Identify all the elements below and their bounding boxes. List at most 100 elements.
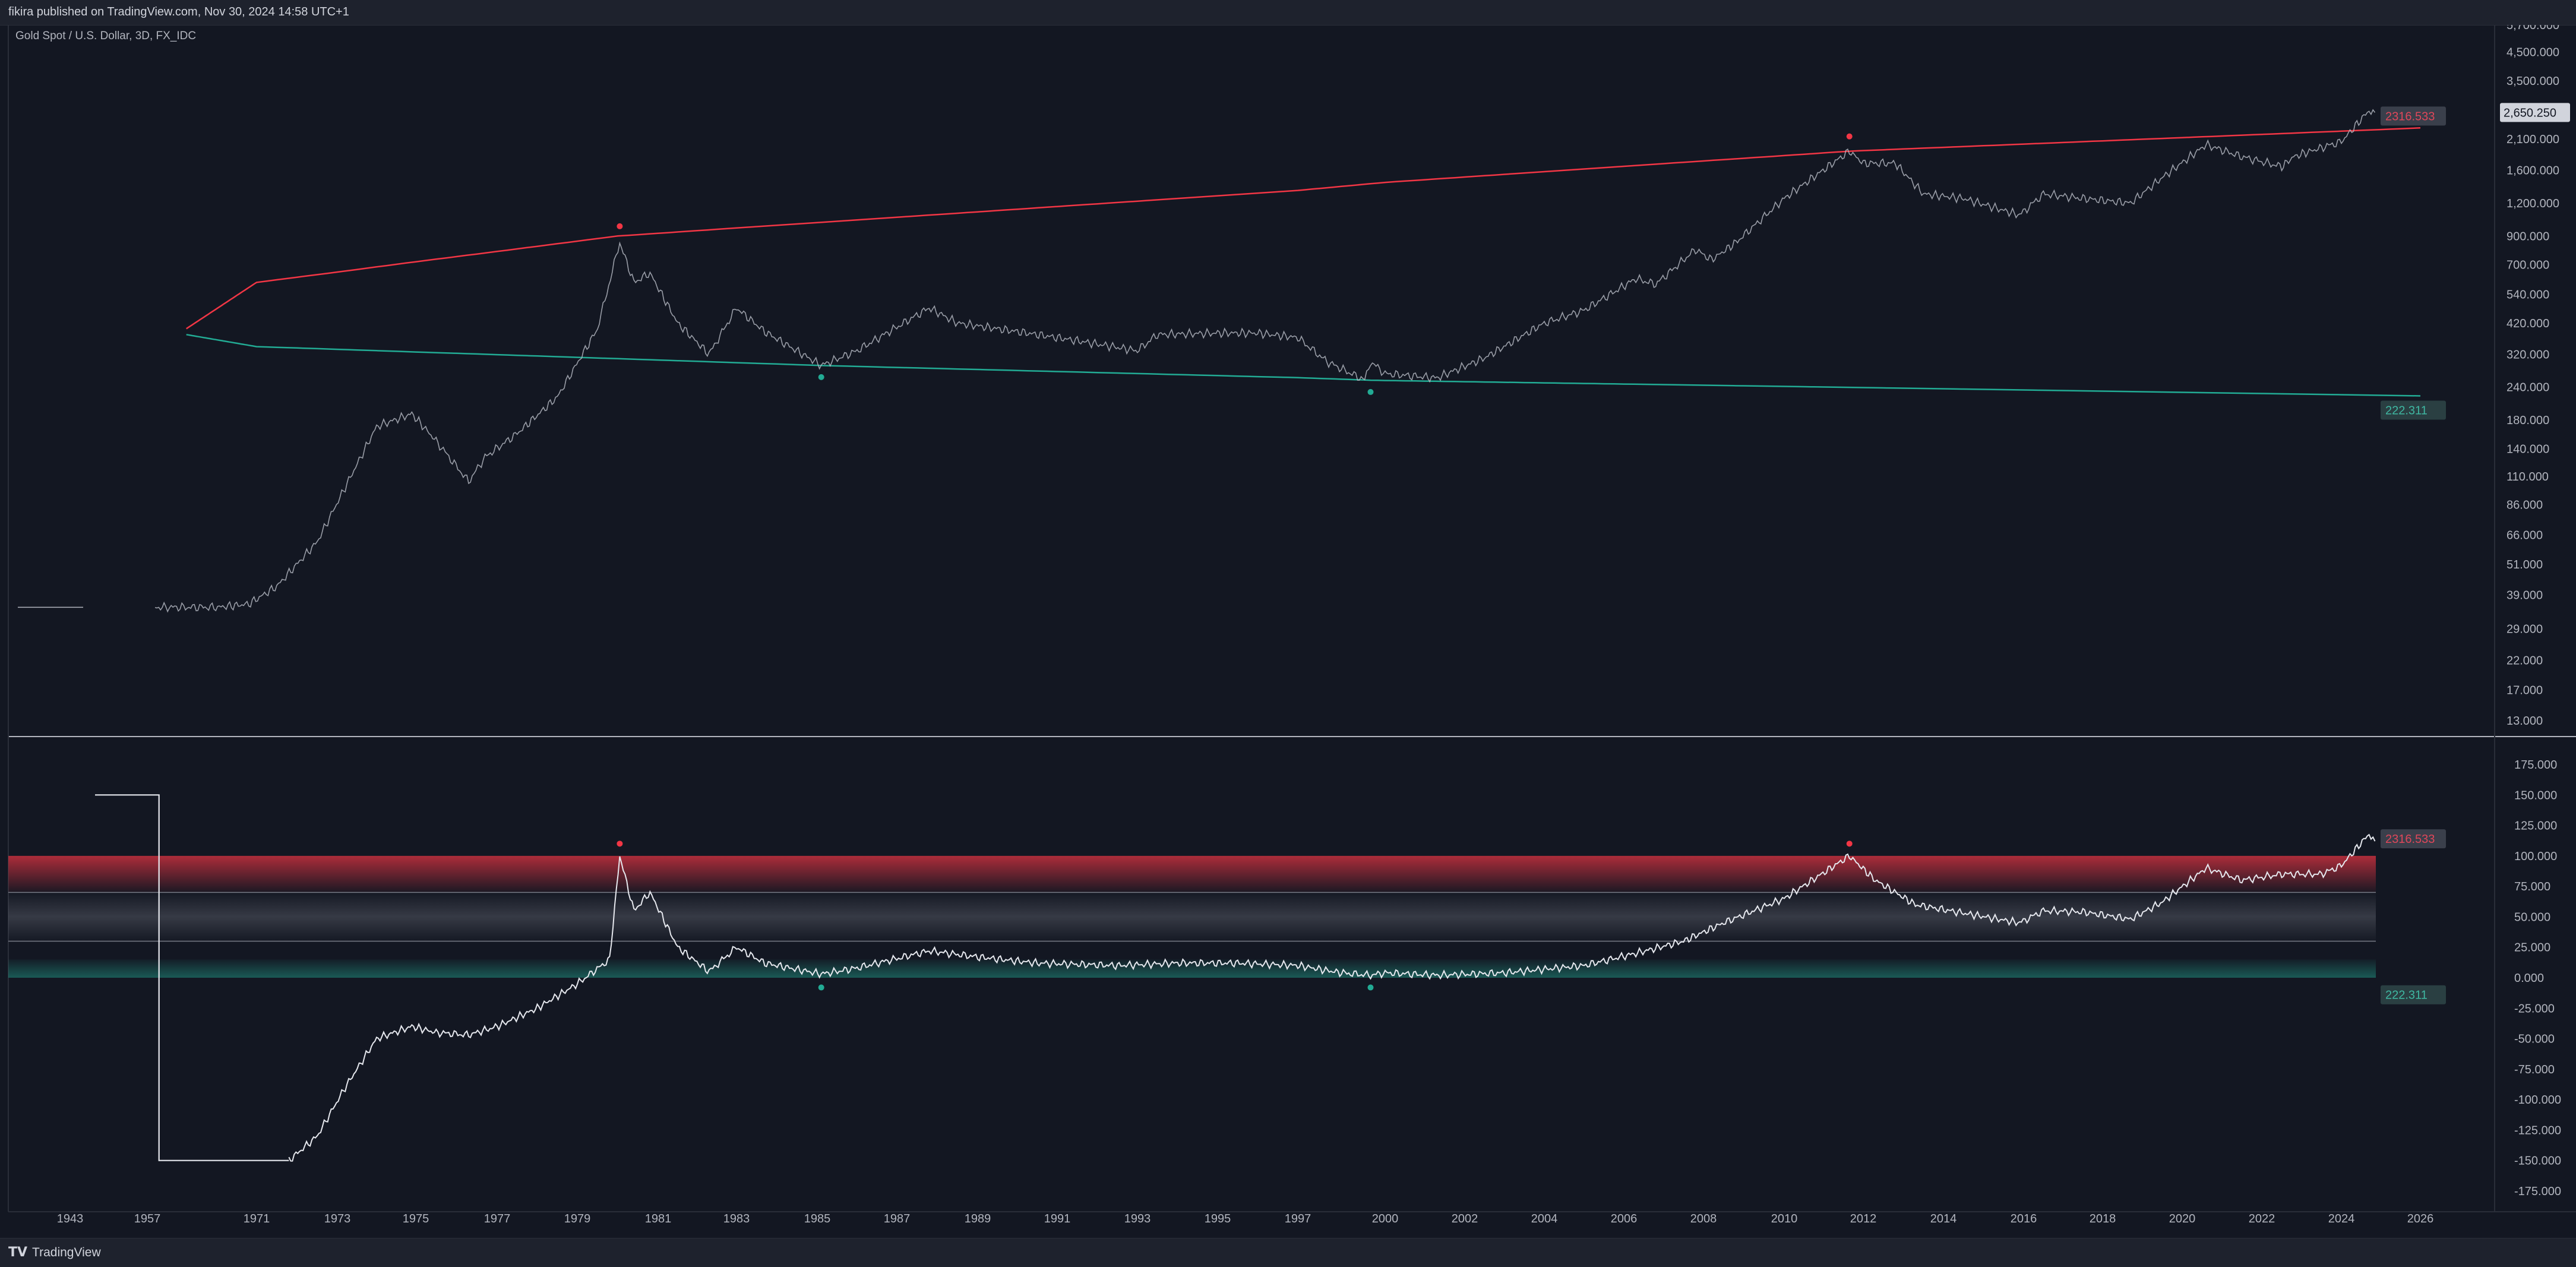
price-axis-tick: 900.000 bbox=[2507, 230, 2549, 243]
osc-upper-level-label: 2316.533 bbox=[2385, 833, 2435, 846]
time-axis-tick: 1993 bbox=[1124, 1212, 1151, 1225]
price-axis-tick: 540.000 bbox=[2507, 289, 2549, 302]
upper-zone-band bbox=[8, 855, 2376, 893]
oscillator-series-line bbox=[288, 833, 2376, 1162]
upper-level-label: 2316.533 bbox=[2385, 110, 2435, 123]
price-axis-tick: 13.000 bbox=[2507, 715, 2543, 728]
oscillator-axis-tick: 25.000 bbox=[2514, 941, 2550, 955]
time-axis-tick: 2022 bbox=[2249, 1212, 2275, 1225]
bottom-oscillator-marker bbox=[1367, 984, 1374, 991]
oscillator-early-line bbox=[95, 794, 289, 1161]
time-axis-tick: 1991 bbox=[1044, 1212, 1071, 1225]
price-axis-tick: 5,700.000 bbox=[2507, 25, 2559, 32]
time-axis-tick: 1971 bbox=[244, 1212, 270, 1225]
brand[interactable]: TV TradingView bbox=[8, 1245, 101, 1260]
price-axis-tick: 17.000 bbox=[2507, 684, 2543, 697]
price-axis-tick: 700.000 bbox=[2507, 259, 2549, 272]
osc-lower-level-label-bg bbox=[2381, 985, 2446, 1004]
price-axis-tick: 29.000 bbox=[2507, 623, 2543, 636]
upper-envelope-line bbox=[186, 127, 2421, 330]
lower-level-label: 222.311 bbox=[2385, 404, 2428, 417]
oscillator-axis-tick: -125.000 bbox=[2514, 1124, 2561, 1137]
oscillator-axis-tick: 75.000 bbox=[2514, 880, 2550, 893]
last-price-bg bbox=[2500, 103, 2570, 122]
time-axis-tick: 2024 bbox=[2328, 1212, 2355, 1225]
oscillator-axis-tick: 175.000 bbox=[2514, 759, 2557, 772]
price-series-line bbox=[154, 109, 2376, 613]
bottom-oscillator-marker bbox=[818, 984, 824, 991]
time-axis-tick: 2026 bbox=[2407, 1212, 2434, 1225]
publisher-text: fikira published on TradingView.com, Nov… bbox=[8, 5, 349, 18]
price-axis-tick: 39.000 bbox=[2507, 589, 2543, 602]
time-axis-tick: 1977 bbox=[484, 1212, 511, 1225]
oscillator-axis-tick: -175.000 bbox=[2514, 1185, 2561, 1198]
price-axis-tick: 1,600.000 bbox=[2507, 165, 2559, 178]
time-axis-tick: 2018 bbox=[2090, 1212, 2116, 1225]
time-axis-tick: 1997 bbox=[1285, 1212, 1311, 1225]
lower-envelope-line bbox=[186, 334, 2421, 397]
brand-text: TradingView bbox=[32, 1245, 101, 1259]
price-axis-tick: 66.000 bbox=[2507, 529, 2543, 542]
mid-zone-band bbox=[8, 892, 2376, 941]
osc-upper-level-label-bg bbox=[2381, 829, 2446, 849]
time-axis-tick: 2006 bbox=[1611, 1212, 1638, 1225]
time-axis-tick: 1989 bbox=[965, 1212, 991, 1225]
oscillator-axis-tick: 100.000 bbox=[2514, 850, 2557, 863]
time-axis-tick: 1979 bbox=[564, 1212, 591, 1225]
price-axis-tick: 4,500.000 bbox=[2507, 46, 2559, 59]
publisher-bar: fikira published on TradingView.com, Nov… bbox=[0, 0, 2576, 26]
time-axis-tick: 2010 bbox=[1771, 1212, 1798, 1225]
oscillator-axis-tick: 50.000 bbox=[2514, 911, 2550, 924]
upper-level-label-bg bbox=[2381, 106, 2446, 126]
time-axis-tick: 2012 bbox=[1850, 1212, 1877, 1225]
time-axis-tick: 1943 bbox=[57, 1212, 84, 1225]
time-axis-tick: 1995 bbox=[1205, 1212, 1231, 1225]
time-axis-tick: 2004 bbox=[1531, 1212, 1558, 1225]
price-axis-tick: 3,500.000 bbox=[2507, 75, 2559, 88]
oscillator-axis-tick: -50.000 bbox=[2514, 1033, 2555, 1046]
oscillator-axis-tick: 0.000 bbox=[2514, 972, 2544, 985]
time-axis-tick: 1983 bbox=[723, 1212, 750, 1225]
price-axis-tick: 51.000 bbox=[2507, 558, 2543, 571]
price-axis-tick: 1,200.000 bbox=[2507, 197, 2559, 210]
oscillator-axis-tick: -100.000 bbox=[2514, 1094, 2561, 1107]
tradingview-logo-icon: TV bbox=[8, 1245, 28, 1260]
osc-lower-level-label: 222.311 bbox=[2385, 989, 2428, 1002]
price-axis-tick: 140.000 bbox=[2507, 443, 2549, 456]
time-axis-tick: 2016 bbox=[2011, 1212, 2037, 1225]
price-axis-tick: 22.000 bbox=[2507, 655, 2543, 668]
last-price-label: 2,650.250 bbox=[2504, 106, 2556, 119]
top-oscillator-marker bbox=[1846, 841, 1853, 847]
footer-bar: TV TradingView bbox=[0, 1238, 2576, 1267]
oscillator-axis-tick: 150.000 bbox=[2514, 789, 2557, 802]
time-axis-tick: 1987 bbox=[884, 1212, 911, 1225]
oscillator-axis-tick: -150.000 bbox=[2514, 1155, 2561, 1168]
oscillator-axis-tick: -25.000 bbox=[2514, 1002, 2555, 1015]
bottom-pivot-marker bbox=[1367, 388, 1374, 395]
time-axis-tick: 2014 bbox=[1930, 1212, 1957, 1225]
time-axis-tick: 1981 bbox=[645, 1212, 672, 1225]
oscillator-axis-tick: 125.000 bbox=[2514, 820, 2557, 833]
top-pivot-marker bbox=[617, 223, 623, 229]
time-axis-tick: 2008 bbox=[1690, 1212, 1717, 1225]
symbol-label: Gold Spot / U.S. Dollar, 3D, FX_IDC bbox=[15, 30, 197, 42]
time-axis-tick: 2020 bbox=[2169, 1212, 2196, 1225]
bottom-pivot-marker bbox=[818, 374, 824, 380]
time-axis-tick: 1985 bbox=[804, 1212, 831, 1225]
price-axis-tick: 320.000 bbox=[2507, 348, 2549, 361]
time-axis-tick: 2000 bbox=[1372, 1212, 1399, 1225]
top-pivot-marker bbox=[1846, 133, 1853, 140]
price-axis-tick: 420.000 bbox=[2507, 317, 2549, 330]
chart-area[interactable]: 5,700.000 4,500.000 3,500.000 2,100.000 1,60… bbox=[0, 25, 2576, 1238]
price-axis-tick: 2,100.000 bbox=[2507, 133, 2559, 146]
price-axis-tick: 86.000 bbox=[2507, 498, 2543, 511]
time-axis-tick: 1975 bbox=[403, 1212, 429, 1225]
price-axis-tick: 110.000 bbox=[2507, 470, 2549, 484]
price-axis-tick: 180.000 bbox=[2507, 414, 2549, 427]
time-axis-tick: 2002 bbox=[1452, 1212, 1478, 1225]
lower-level-label-bg bbox=[2381, 400, 2446, 420]
oscillator-axis-tick: -75.000 bbox=[2514, 1063, 2555, 1076]
time-axis-tick: 1973 bbox=[324, 1212, 351, 1225]
top-oscillator-marker bbox=[617, 841, 623, 847]
price-axis-tick: 240.000 bbox=[2507, 381, 2549, 394]
